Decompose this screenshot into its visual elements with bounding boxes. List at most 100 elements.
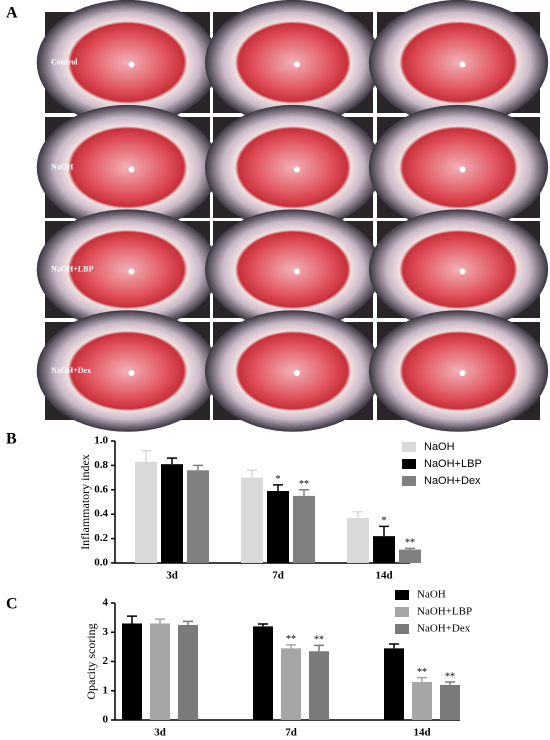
significance-marker: ** (299, 479, 309, 490)
error-bar (193, 464, 203, 471)
eye-reflection (128, 61, 135, 68)
error-bar (155, 618, 165, 624)
bar (399, 549, 421, 563)
error-bar (141, 450, 151, 462)
x-tick-label: 3d (154, 727, 166, 739)
bar (347, 517, 369, 563)
eye-reflection (294, 370, 300, 376)
panel-label: C (6, 596, 18, 613)
y-tick-label: 0.4 (94, 508, 108, 520)
legend-label: NaOH+LBP (417, 606, 472, 618)
legend-swatch (395, 624, 409, 634)
bar (161, 464, 183, 563)
panel-label: A (6, 5, 18, 22)
eye-reflection (294, 61, 300, 68)
x-tick-label: 7d (285, 727, 297, 739)
eye-image (205, 0, 381, 126)
eye-image (205, 104, 381, 231)
bar (293, 495, 315, 563)
error-bar (286, 644, 296, 649)
y-tick-label: 0.8 (94, 459, 108, 471)
bar (150, 623, 170, 720)
legend-label: NaOH+Dex (417, 623, 471, 635)
eye-reflection (294, 166, 300, 173)
bar (135, 461, 157, 563)
error-bar (127, 615, 137, 624)
eye-image (205, 209, 381, 330)
error-bar (183, 620, 193, 625)
eye-image (36, 310, 219, 432)
x-tick-label: 14d (375, 570, 392, 582)
bar (440, 684, 460, 720)
legend-swatch (402, 459, 416, 469)
error-bar (379, 525, 389, 537)
row-label: Control (51, 57, 78, 66)
legend-swatch (395, 607, 409, 617)
legend-label: NaOH (417, 589, 446, 601)
y-axis-label: Opacity scoring (84, 623, 98, 699)
y-tick-label: 0.2 (94, 532, 108, 544)
legend-label: NaOH+LBP (424, 458, 482, 470)
significance-marker: * (276, 474, 281, 485)
bar (122, 623, 142, 720)
row-label: NaOH+Dex (51, 366, 91, 375)
error-bar (314, 644, 324, 652)
significance-marker: ** (286, 634, 296, 645)
error-bar (389, 643, 399, 649)
error-bar (353, 511, 363, 518)
significance-marker: * (382, 516, 387, 527)
bar (412, 681, 432, 720)
eye-image (368, 0, 549, 126)
y-tick-label: 2 (103, 655, 109, 667)
y-tick-label: 1 (103, 684, 109, 696)
y-tick-label: 0 (103, 714, 109, 726)
eye-image (36, 209, 219, 330)
significance-marker: ** (314, 635, 324, 646)
eye-image (36, 104, 219, 231)
legend-swatch (402, 442, 416, 452)
bar (241, 477, 263, 563)
panel-label: B (6, 431, 17, 448)
error-bar (273, 484, 283, 492)
y-tick-label: 4 (103, 597, 109, 609)
eye-image (36, 0, 219, 126)
error-bar (247, 469, 257, 478)
y-tick-label: 3 (103, 626, 109, 638)
error-bar (258, 623, 268, 627)
eye-reflection (459, 166, 466, 173)
eye-reflection (459, 268, 466, 275)
bar (267, 491, 289, 563)
x-tick-label: 3d (166, 570, 178, 582)
eye-reflection (128, 268, 135, 275)
legend-swatch (402, 476, 416, 486)
error-bar (299, 489, 309, 496)
eye-reflection (459, 61, 466, 68)
row-label: NaOH+LBP (51, 264, 93, 273)
error-bar (417, 676, 427, 682)
legend-swatch (395, 590, 409, 600)
bar (178, 624, 198, 720)
significance-marker: ** (417, 667, 427, 678)
y-tick-label: 1.0 (94, 435, 108, 447)
x-tick-label: 14d (413, 727, 430, 739)
row-label: NaOH (51, 162, 74, 171)
error-bar (405, 547, 415, 550)
bar (384, 648, 404, 720)
eye-reflection (294, 268, 300, 275)
bar (373, 536, 395, 563)
eye-image (205, 310, 381, 432)
eye-image (368, 310, 549, 432)
x-tick-label: 7d (272, 570, 284, 582)
eye-image (368, 104, 549, 231)
error-bar (167, 457, 177, 465)
y-axis-label: Inflammatory index (78, 454, 92, 550)
eye-reflection (128, 166, 135, 173)
bar (253, 626, 273, 720)
eye-image (368, 209, 549, 330)
bar (281, 648, 301, 720)
bar (309, 651, 329, 720)
eye-reflection (459, 370, 466, 376)
y-tick-label: 0.0 (94, 557, 108, 569)
